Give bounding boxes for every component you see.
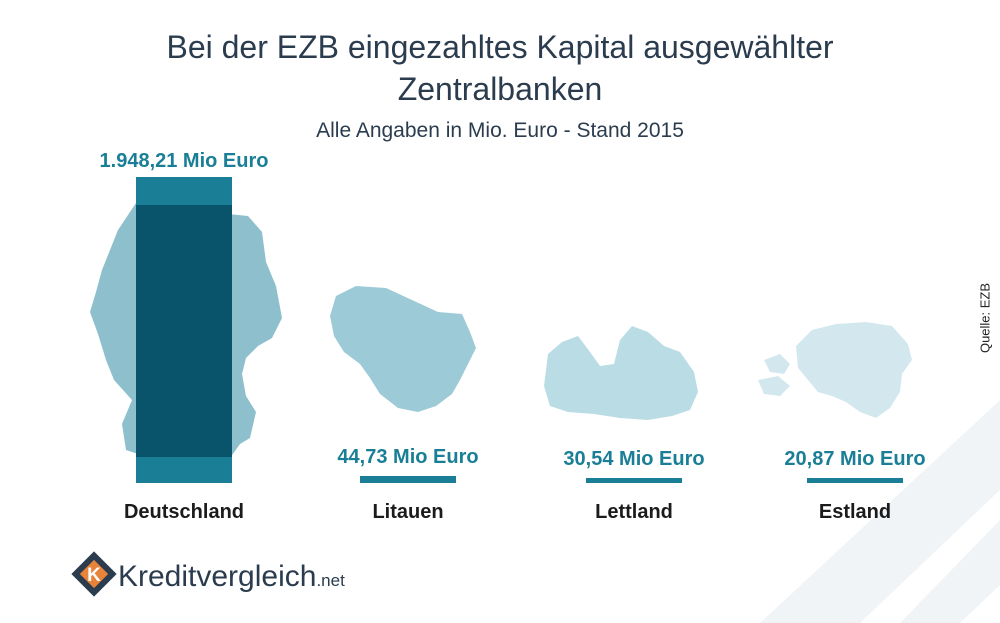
value-label: 1.948,21 Mio Euro [100, 150, 269, 172]
brand-suffix: .net [316, 571, 345, 590]
bar-litauen [360, 475, 456, 483]
svg-text:K: K [87, 565, 101, 586]
map-estonia-silhouette [758, 322, 912, 418]
chart-subtitle: Alle Angaben in Mio. Euro - Stand 2015 [316, 119, 684, 142]
brand-logo: Kreditvergleich.net [118, 560, 345, 594]
category-label: Deutschland [124, 501, 244, 523]
category-label: Litauen [372, 501, 443, 523]
bar-overlay-deutschland [136, 205, 232, 457]
chart-title-line-1: Bei der EZB eingezahltes Kapital ausgewä… [166, 29, 834, 65]
map-lithuania-silhouette [330, 286, 476, 412]
bar-lettland [586, 478, 682, 483]
watermark-shape [760, 400, 1000, 623]
value-label: 20,87 Mio Euro [784, 448, 925, 470]
bar-estland [807, 478, 903, 483]
chart-title: Bei der EZB eingezahltes Kapital ausgewä… [100, 26, 900, 110]
chart-title-line-2: Zentralbanken [397, 71, 603, 107]
value-label: 44,73 Mio Euro [337, 446, 478, 468]
k-diamond-icon: K [71, 551, 117, 597]
category-label: Lettland [595, 501, 673, 523]
value-label: 30,54 Mio Euro [563, 448, 704, 470]
brand-name: Kreditvergleich [118, 560, 317, 593]
chart-marks: 1.948,21 Mio Euro Deutschland 44,73 Mio Eu… [100, 150, 926, 523]
category-label: Estland [819, 501, 891, 523]
map-latvia-silhouette [544, 326, 698, 420]
